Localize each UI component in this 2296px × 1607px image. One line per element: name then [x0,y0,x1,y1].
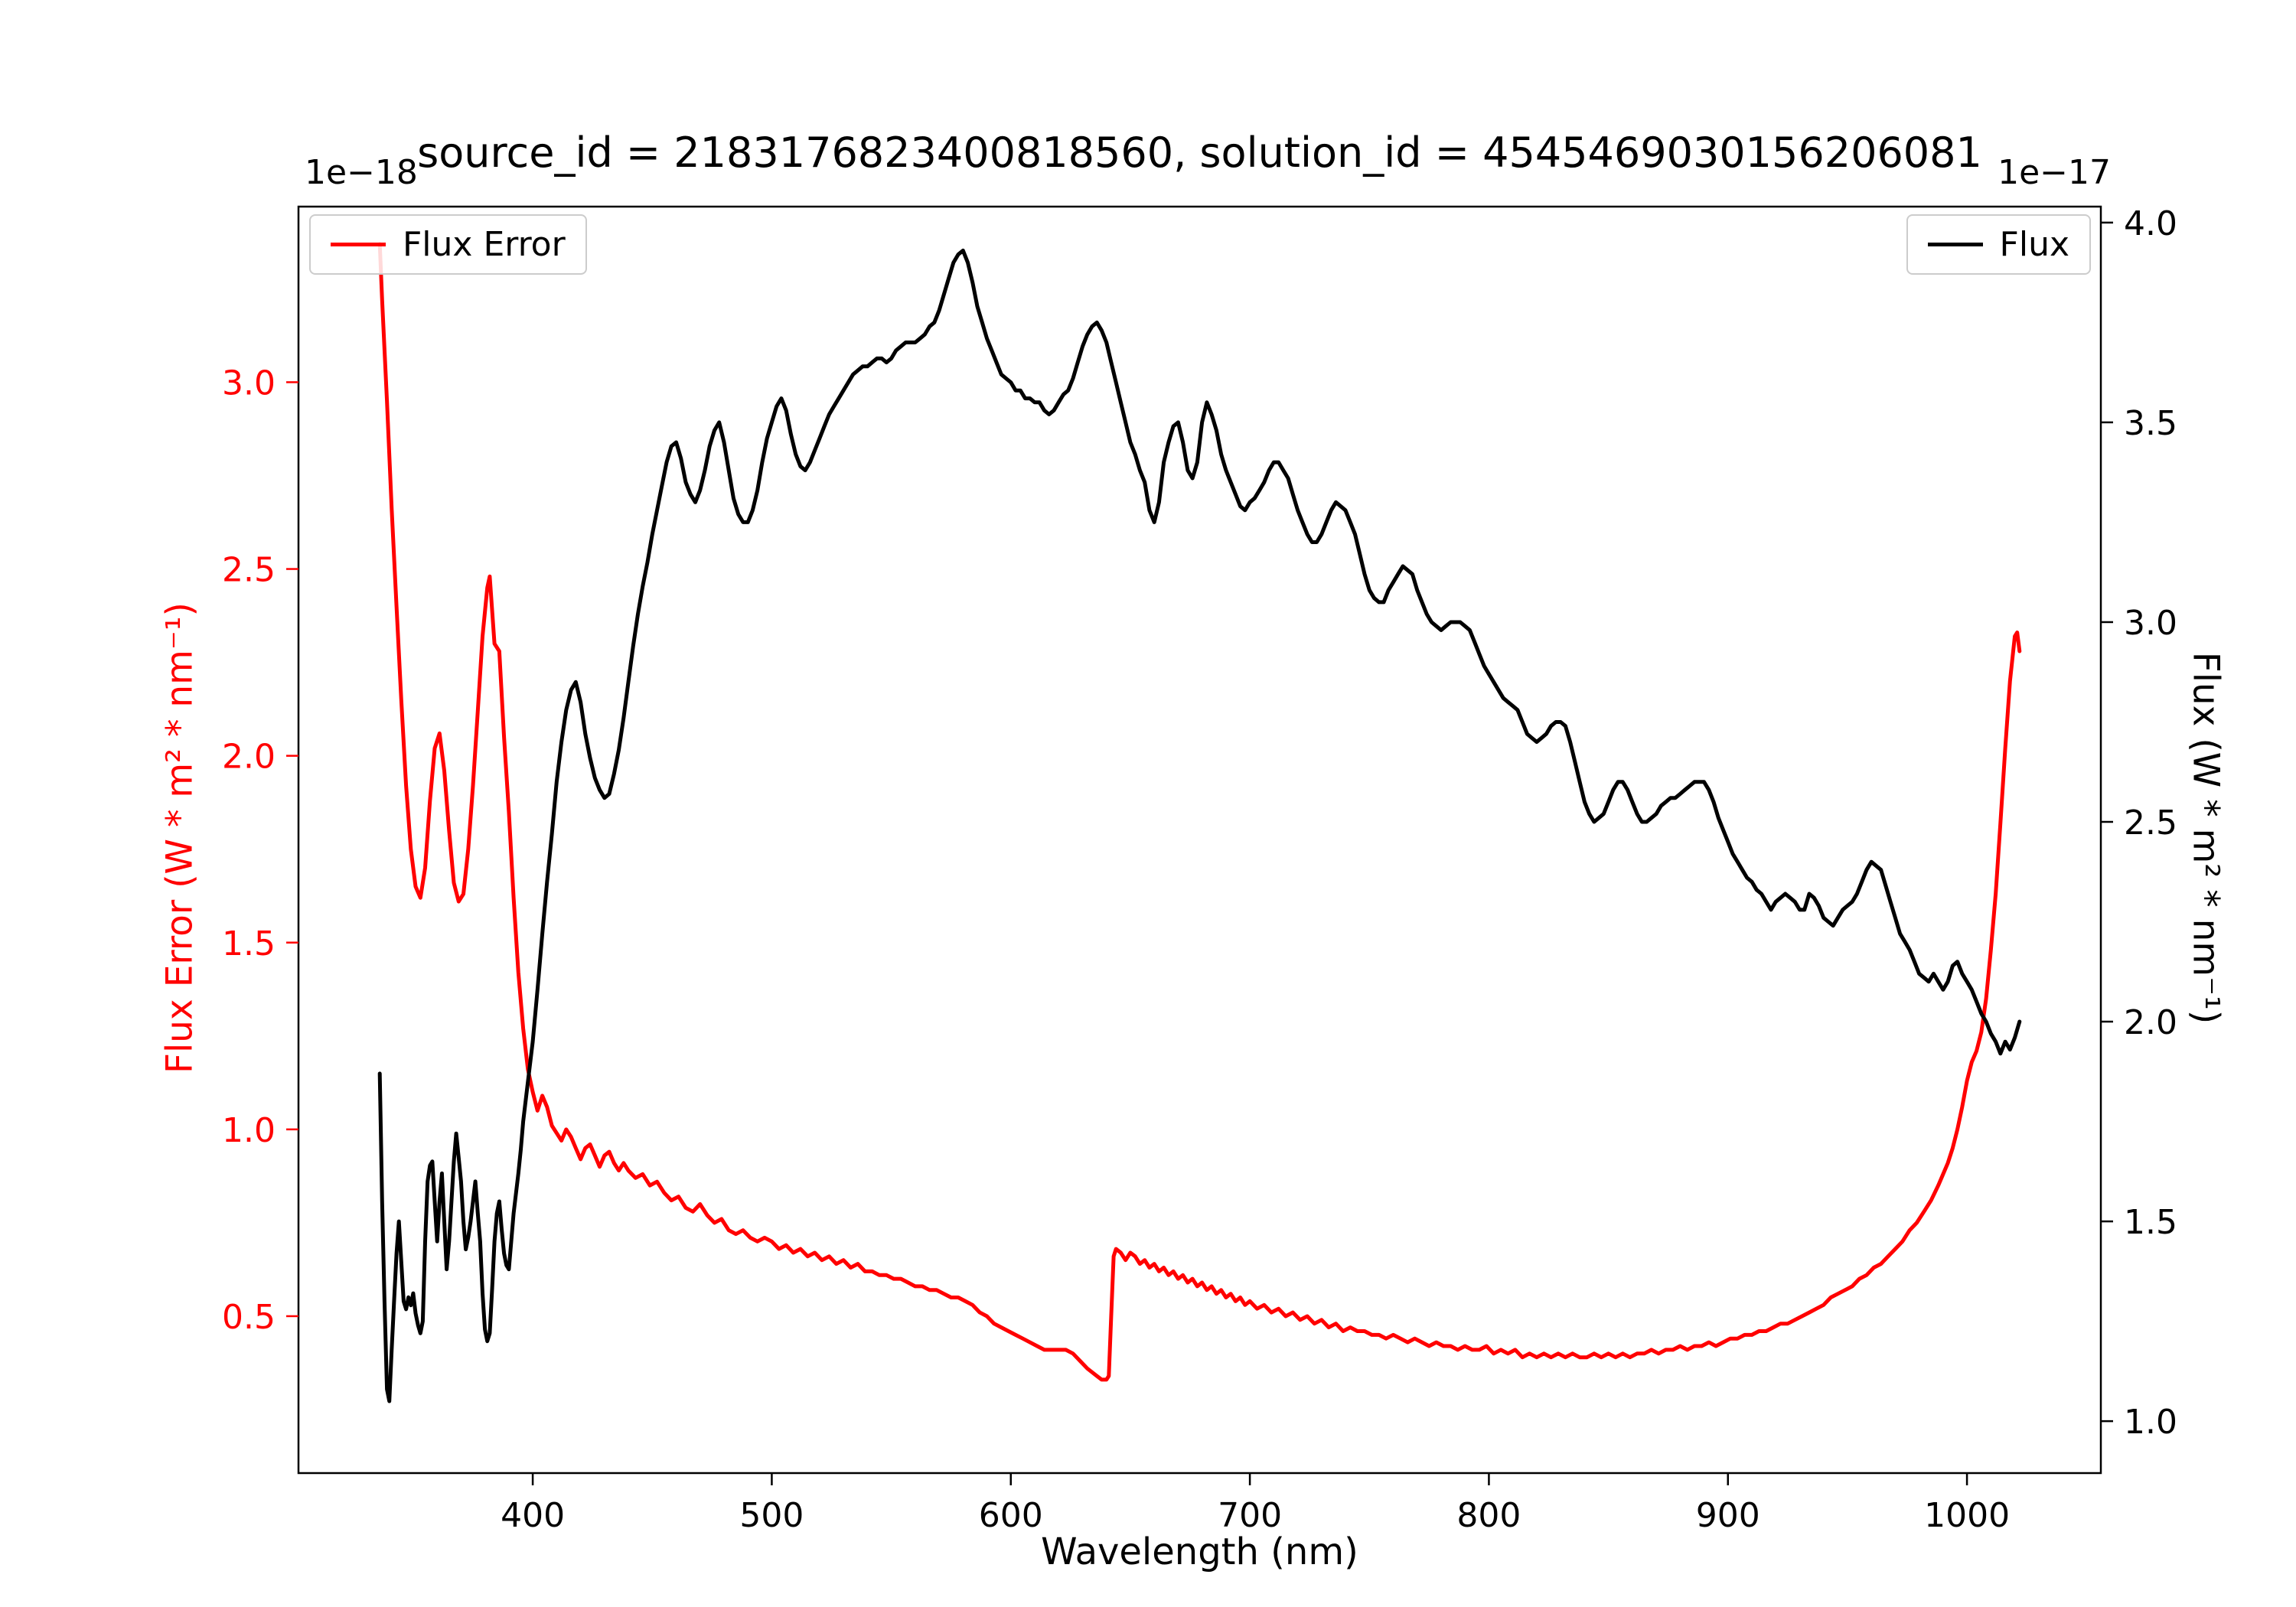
right-y-axis-label: Flux (W * m² * nm⁻¹) [2184,651,2227,1025]
x-tick-label: 700 [1218,1496,1282,1535]
right-y-tick-label: 4.0 [2124,204,2177,243]
x-tick-label: 600 [979,1496,1043,1535]
right-y-tick-label: 3.5 [2124,404,2177,443]
left-y-tick-label: 2.5 [222,551,276,590]
x-axis-label: Wavelength (nm) [1041,1530,1358,1573]
x-tick-label: 1000 [1924,1496,2010,1535]
flux-error-legend-label: Flux Error [403,225,566,264]
x-tick-label: 400 [501,1496,565,1535]
right-y-tick-label: 2.0 [2124,1003,2177,1042]
chart-title: source_id = 2183176823400818560, solutio… [417,129,1982,177]
flux-legend-label: Flux [1999,225,2069,264]
right-y-tick-label: 2.5 [2124,804,2177,843]
flux-line [377,248,2022,1403]
flux-error-line [377,242,2022,1382]
right-y-tick-label: 1.0 [2124,1403,2177,1442]
legend-flux: Flux [1906,214,2091,275]
left-y-tick-label: 1.0 [222,1111,276,1150]
x-tick-label: 500 [739,1496,804,1535]
left-y-axis-label: Flux Error (W * m² * nm⁻¹) [158,602,201,1074]
right-y-tick-label: 3.0 [2124,604,2177,643]
flux-legend-line-sample [1927,243,1983,246]
left-axis-offset-text: 1e−18 [305,153,418,192]
legend-flux-error: Flux Error [309,214,587,275]
left-y-tick-label: 1.5 [222,924,276,963]
x-tick-label: 900 [1696,1496,1760,1535]
flux-error-legend-line-sample [331,243,386,246]
right-axis-offset-text: 1e−17 [1998,153,2111,192]
plot-frame [297,205,2102,1475]
left-y-tick-label: 2.0 [222,738,276,777]
right-y-tick-label: 1.5 [2124,1203,2177,1242]
x-tick-label: 800 [1456,1496,1521,1535]
left-y-tick-label: 0.5 [222,1298,276,1337]
left-y-tick-label: 3.0 [222,363,276,403]
